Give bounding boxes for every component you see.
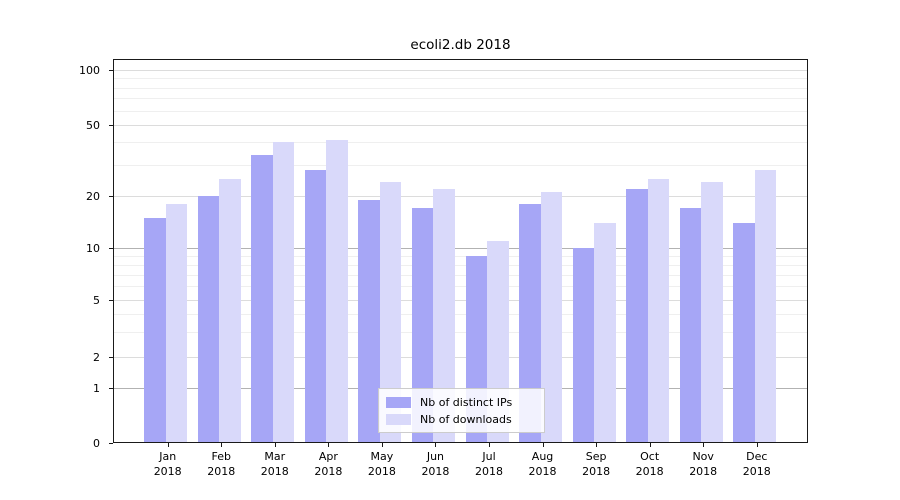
gridline-minor — [113, 264, 808, 266]
gridline-minor — [113, 164, 808, 166]
x-tickmark — [435, 443, 437, 448]
x-tick-label-jul: Jul 2018 — [475, 450, 503, 478]
bar-nov-downloads — [701, 181, 723, 444]
y-tickmark — [109, 70, 113, 71]
bar-may-downloads — [379, 181, 402, 444]
bar-jan-downloads — [165, 203, 188, 444]
x-tickmark — [756, 443, 758, 448]
bar-jun-downloads — [433, 188, 455, 444]
y-tickmark — [109, 388, 113, 389]
x-tickmark — [703, 443, 705, 448]
gridline-minor — [113, 286, 808, 288]
x-tick-label-apr: Apr 2018 — [314, 450, 343, 478]
legend-label: Nb of downloads — [420, 413, 512, 426]
gridline-major — [113, 248, 808, 249]
x-tickmark — [328, 443, 330, 448]
gridline-major — [113, 70, 808, 71]
legend-swatch-icon — [386, 414, 411, 425]
bar-nov-distinct-ips — [679, 208, 702, 444]
legend-swatch-icon — [386, 397, 411, 408]
gridline-major — [113, 357, 808, 358]
x-tickmark — [274, 443, 276, 448]
y-tick-label-10: 10 — [86, 241, 100, 255]
y-tick-label-100: 100 — [79, 63, 100, 77]
x-tick-label-sep: Sep 2018 — [582, 450, 611, 478]
x-tickmark — [542, 443, 544, 448]
y-tickmark — [109, 443, 113, 445]
bar-mar-distinct-ips — [251, 154, 273, 444]
bar-jun-distinct-ips — [411, 208, 434, 444]
x-tickmark — [167, 443, 169, 448]
gridline-minor — [113, 87, 808, 89]
bar-aug-downloads — [540, 192, 563, 444]
bar-dec-downloads — [754, 169, 777, 444]
x-tick-label-dec: Dec 2018 — [742, 450, 771, 478]
bar-mar-downloads — [272, 142, 295, 444]
gridline-major — [113, 300, 808, 301]
y-tick-label-0: 0 — [93, 436, 100, 450]
x-tickmark — [596, 443, 598, 448]
y-tickmark — [109, 196, 113, 197]
y-tick-label-5: 5 — [93, 293, 100, 307]
chart-title: ecoli2.db 2018 — [410, 37, 511, 53]
x-tickmark — [649, 443, 651, 448]
gridline-minor — [113, 110, 808, 112]
bar-sep-distinct-ips — [572, 248, 595, 444]
x-tickmark — [489, 443, 490, 448]
y-tick-label-50: 50 — [86, 118, 100, 132]
gridline-minor — [113, 313, 808, 315]
bar-dec-distinct-ips — [733, 222, 755, 444]
bar-sep-downloads — [594, 222, 616, 444]
bar-apr-distinct-ips — [304, 169, 327, 444]
bar-feb-distinct-ips — [197, 196, 220, 444]
gridline-minor — [113, 98, 808, 100]
x-tick-label-mar: Mar 2018 — [260, 450, 289, 478]
x-tickmark — [381, 443, 383, 448]
gridline-minor — [113, 274, 808, 276]
y-tick-label-1: 1 — [93, 381, 100, 395]
x-tick-label-may: May 2018 — [367, 450, 396, 478]
gridline-major — [113, 125, 808, 126]
legend: Nb of distinct IPs Nb of downloads — [378, 388, 545, 433]
legend-item-distinct-ips: Nb of distinct IPs — [386, 394, 536, 411]
bar-feb-downloads — [219, 178, 241, 444]
y-tickmark — [109, 357, 113, 358]
gridline-minor — [113, 142, 808, 144]
gridline-minor — [113, 255, 808, 257]
x-tickmark — [221, 443, 223, 448]
y-tick-label-20: 20 — [86, 189, 100, 203]
gridline-major — [113, 196, 808, 197]
gridline-minor — [113, 331, 808, 333]
bar-apr-downloads — [326, 140, 348, 444]
y-tickmark — [109, 248, 113, 249]
bar-aug-distinct-ips — [519, 203, 541, 444]
y-tick-label-2: 2 — [93, 350, 100, 364]
y-tickmark — [109, 300, 113, 301]
legend-label: Nb of distinct IPs — [420, 396, 513, 409]
bar-jan-distinct-ips — [144, 217, 166, 444]
plot-area — [113, 59, 808, 444]
bar-oct-distinct-ips — [626, 188, 648, 444]
x-tick-label-jan: Jan 2018 — [153, 450, 182, 478]
x-tick-label-aug: Aug 2018 — [528, 450, 557, 478]
y-tickmark — [109, 125, 113, 126]
legend-item-downloads: Nb of downloads — [386, 411, 536, 428]
gridline-minor — [113, 78, 808, 80]
bar-oct-downloads — [647, 178, 670, 444]
x-tick-label-nov: Nov 2018 — [689, 450, 718, 478]
x-tick-label-oct: Oct 2018 — [635, 450, 664, 478]
x-tick-label-jun: Jun 2018 — [421, 450, 450, 478]
bar-may-distinct-ips — [358, 199, 380, 444]
x-tick-label-feb: Feb 2018 — [207, 450, 236, 478]
